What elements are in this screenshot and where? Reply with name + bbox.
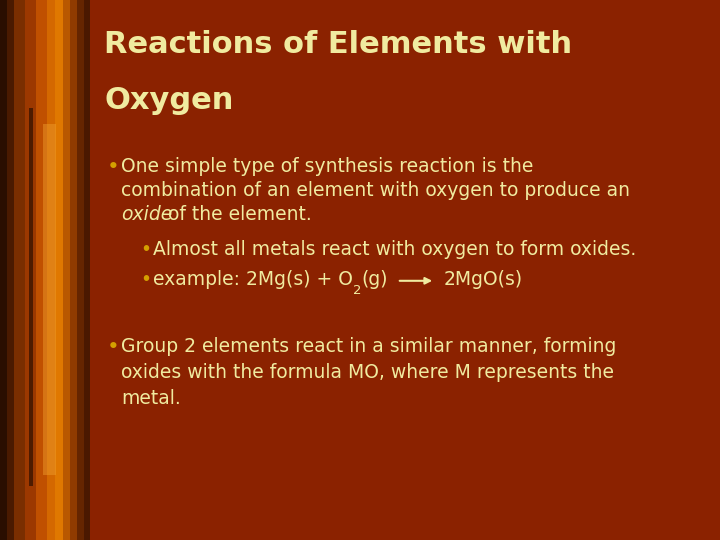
Bar: [47, 0, 55, 540]
Bar: [63, 0, 70, 540]
Text: •: •: [140, 270, 151, 289]
Text: of the element.: of the element.: [162, 205, 312, 224]
Bar: [36, 0, 47, 540]
Text: Group 2 elements react in a similar manner, forming: Group 2 elements react in a similar mann…: [121, 338, 616, 356]
Text: •: •: [107, 338, 120, 357]
Text: example: 2Mg(s) + O: example: 2Mg(s) + O: [153, 270, 354, 289]
Bar: [84, 0, 90, 540]
Bar: [43, 124, 56, 475]
Text: •: •: [140, 240, 151, 259]
Bar: [29, 108, 33, 486]
Text: 2: 2: [354, 284, 361, 296]
Bar: [0, 0, 90, 540]
Text: Oxygen: Oxygen: [104, 86, 234, 116]
Bar: [14, 0, 25, 540]
Bar: [0, 0, 7, 540]
Text: oxides with the formula MO, where M represents the: oxides with the formula MO, where M repr…: [121, 363, 614, 382]
Text: 2MgO(s): 2MgO(s): [444, 270, 523, 289]
Bar: [77, 0, 84, 540]
Text: oxide: oxide: [121, 205, 172, 224]
Text: One simple type of synthesis reaction is the: One simple type of synthesis reaction is…: [121, 157, 534, 176]
Text: (g): (g): [361, 270, 388, 289]
Text: Almost all metals react with oxygen to form oxides.: Almost all metals react with oxygen to f…: [153, 240, 636, 259]
Bar: [55, 0, 63, 540]
Bar: [25, 0, 36, 540]
Text: metal.: metal.: [121, 389, 181, 408]
Text: Reactions of Elements with: Reactions of Elements with: [104, 30, 572, 59]
Bar: [7, 0, 22, 540]
Text: combination of an element with oxygen to produce an: combination of an element with oxygen to…: [121, 181, 630, 200]
Text: •: •: [107, 157, 120, 177]
Bar: [70, 0, 77, 540]
